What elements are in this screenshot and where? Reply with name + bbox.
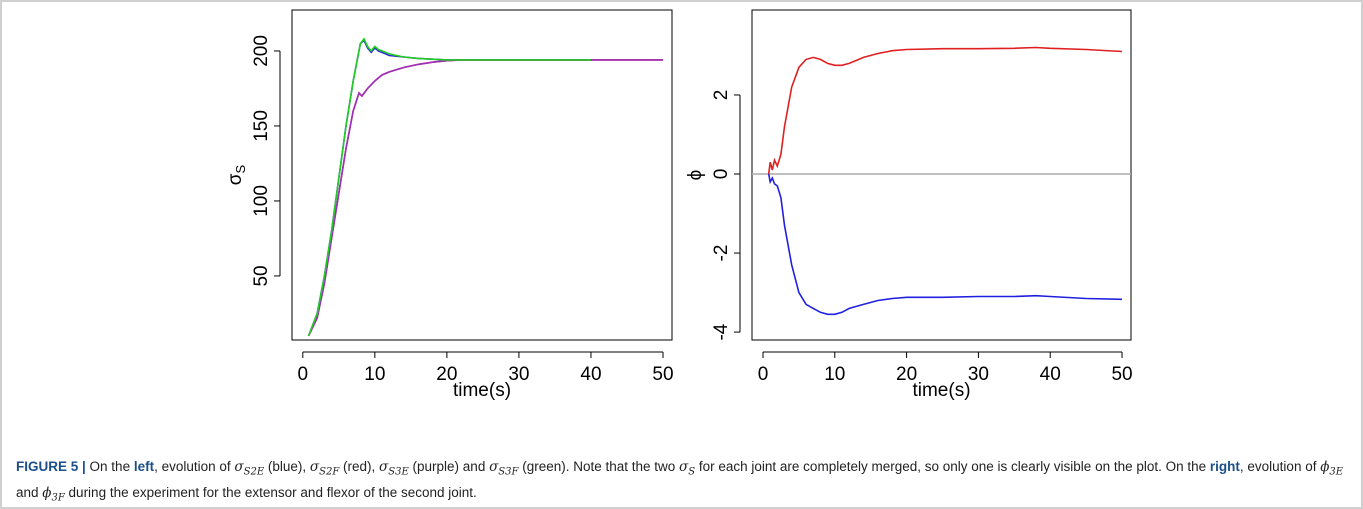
caption-run: (purple) and [408,459,490,474]
caption-run: , evolution of [154,459,235,474]
caption-run: On the [85,459,134,474]
x-tick-label: 50 [1111,364,1132,385]
y-axis-label: ϕ [685,170,706,181]
y-tick-label: 150 [251,110,272,142]
y-axis-label-part: σ [225,173,246,185]
caption-run: for each joint are completely merged, so… [695,459,1210,474]
caption-run: σ [309,459,320,475]
caption-run: S2F [319,466,340,478]
caption-run: FIGURE 5 | [16,459,86,474]
x-tick-label: 20 [896,364,917,385]
caption-run: left [133,459,155,474]
line-series [767,173,1123,316]
caption-run: 3F [51,492,65,504]
y-tick-label: 200 [251,35,272,67]
x-tick-label: 40 [580,364,601,385]
line-series [307,59,663,337]
x-tick-label: 10 [824,364,845,385]
caption-run: σ [679,459,689,475]
x-axis-label: time(s) [912,380,970,401]
caption-run: ϕ [42,484,52,501]
x-tick-label: 30 [968,364,989,385]
y-tick-label: -2 [711,245,732,262]
x-axis-label: time(s) [453,380,511,401]
caption-run: ϕ [1320,459,1330,475]
y-tick-label: 0 [711,169,732,180]
y-axis-label-part: ϕ [685,170,706,181]
caption-run: S2E [243,466,265,478]
y-axis-label-part: S [233,164,248,173]
caption-run: (blue), [264,459,310,474]
caption-run: , evolution of [1239,459,1321,474]
line-series [307,59,663,337]
line-series [307,37,591,337]
caption: FIGURE 5 | On the left, evolution of σS2… [16,457,1346,507]
x-tick-label: 0 [298,364,309,385]
caption-run: and [16,484,43,500]
caption-run: σ [379,459,389,475]
y-tick-label: 100 [251,185,272,217]
x-tick-label: 0 [758,364,769,385]
x-tick-label: 40 [1040,364,1061,385]
caption-run: S [688,466,696,478]
caption-run: (red), [339,459,380,474]
caption-run: S3E [388,466,409,478]
y-tick-label: -4 [711,323,732,340]
x-tick-label: 50 [652,364,673,385]
plot-frame [751,9,1132,341]
y-tick-label: 50 [251,265,272,286]
caption-run: right [1209,459,1240,474]
x-tick-label: 10 [364,364,385,385]
caption-run: (green). Note that the two [518,459,680,474]
line-series [307,39,591,337]
y-tick-label: 2 [711,90,732,101]
caption-run: σ [489,459,499,475]
plot-frame [291,9,673,341]
caption-run: σ [234,459,244,475]
caption-run: 3E [1329,466,1344,478]
x-tick-label: 30 [508,364,529,385]
caption-run: during the experiment for the extensor a… [64,484,477,500]
y-axis-label: σS [225,164,248,185]
line-series [767,46,1123,175]
caption-run: S3F [498,466,519,478]
x-tick-label: 20 [436,364,457,385]
